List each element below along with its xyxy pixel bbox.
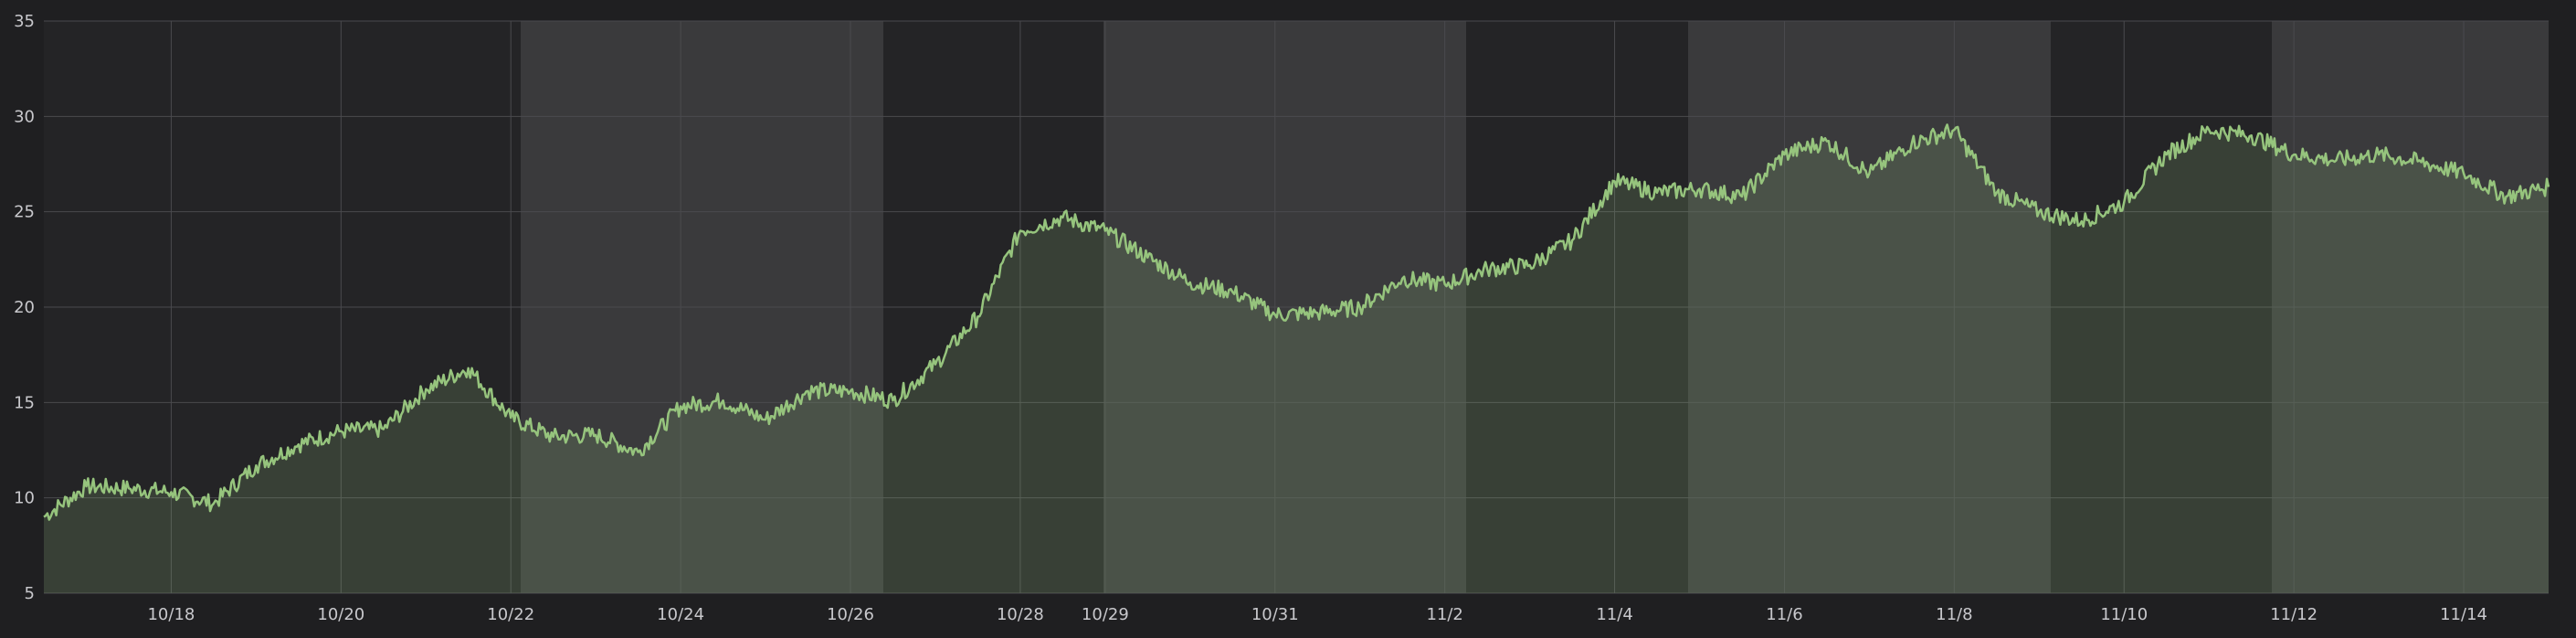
data-point [807,389,810,393]
data-point [552,435,555,439]
x-tick-label: 11/6 [1766,605,1802,624]
data-point [2377,153,2381,156]
data-point [594,433,597,437]
data-point [1613,179,1617,183]
data-point [1528,263,1532,267]
x-tick-label: 11/2 [1426,605,1462,624]
x-tick-label: 10/29 [1082,605,1129,624]
y-tick-label: 10 [14,489,35,508]
data-point [2462,172,2465,175]
data-point [1145,256,1149,260]
x-tick-label: 11/12 [2270,605,2317,624]
data-point [2080,219,2084,223]
data-point [1061,216,1064,219]
data-point [2335,158,2338,162]
data-point [976,314,979,318]
data-point [2122,200,2126,204]
x-axis: 10/18 10/20 10/22 10/24 10/26 10/28 10/29 10/31… [147,605,2487,624]
data-point [849,389,852,393]
data-point [42,516,46,519]
y-tick-label: 20 [14,298,35,317]
data-point [254,463,258,467]
data-point [169,490,173,494]
data-point [1400,277,1404,281]
data-point [2292,153,2296,156]
data-point [1103,229,1107,233]
data-point [1315,311,1319,314]
data-point [509,416,512,420]
data-point [1485,267,1489,271]
data-point [722,399,725,402]
data-point [891,399,894,402]
data-point [84,484,88,488]
y-axis: 5 10 15 20 25 30 35 [14,12,35,603]
x-tick-label: 10/26 [827,605,874,624]
data-point [1910,142,1914,145]
data-point [2420,160,2423,164]
data-point [2250,133,2254,137]
data-point [1698,187,1702,191]
data-point [212,502,216,505]
data-point [934,363,937,367]
series-area-fill [44,124,2549,593]
data-point [1740,195,1744,198]
data-point [339,430,343,433]
x-tick-label: 10/18 [147,605,195,624]
x-tick-label: 10/28 [997,605,1044,624]
x-tick-label: 11/10 [2100,605,2148,624]
y-tick-label: 35 [14,12,35,31]
y-tick-label: 15 [14,393,35,412]
data-point [1655,191,1659,195]
data-point [2207,128,2211,132]
data-point [2505,195,2508,198]
x-tick-label: 10/31 [1251,605,1299,624]
grid-lines [44,20,2549,594]
series-area [42,123,2550,593]
data-point [127,486,131,490]
data-point [679,405,682,409]
data-point [382,428,385,431]
x-tick-label: 10/20 [317,605,364,624]
x-tick-label: 11/4 [1596,605,1632,624]
data-point [1273,313,1277,316]
series-line [43,123,2550,521]
x-tick-label: 11/14 [2440,605,2487,624]
data-point [1995,191,1999,195]
x-tick-label: 10/22 [487,605,534,624]
data-point [637,451,640,454]
x-tick-label: 10/24 [657,605,704,624]
data-point [1019,229,1022,233]
data-point [2547,186,2550,189]
data-point [1952,128,1956,132]
data-point [1782,153,1786,156]
data-point [1825,139,1829,143]
data-point [764,418,767,421]
y-tick-label: 25 [14,203,35,222]
y-tick-label: 5 [25,584,35,603]
x-tick-label: 11/8 [1936,605,1972,624]
data-point [297,442,301,446]
data-point [1443,282,1447,286]
data-point [1188,281,1192,284]
data-point [1867,172,1871,175]
data-point [1570,239,1574,242]
data-point [2037,210,2041,214]
data-point [2165,153,2169,156]
data-point [467,367,470,370]
y-tick-label: 30 [14,107,35,126]
data-point [1358,305,1362,309]
data-point [1230,290,1234,293]
data-point [424,388,428,391]
